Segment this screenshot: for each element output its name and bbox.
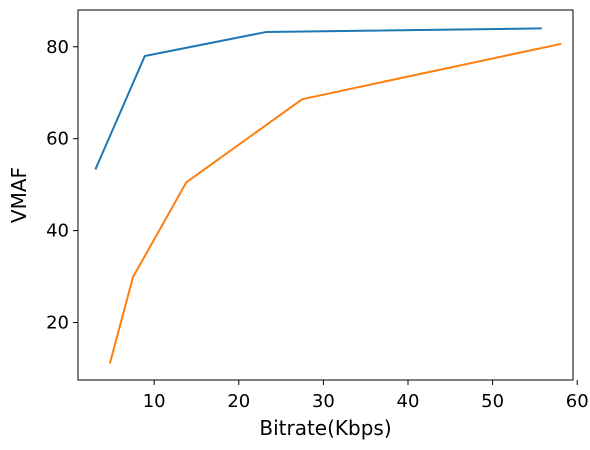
plot-frame [77, 9, 574, 381]
x-tick-label: 60 [566, 391, 589, 412]
y-axis-label: VMAF [7, 167, 31, 223]
series-line-1 [94, 27, 542, 170]
x-tick-label: 40 [397, 391, 420, 412]
series-layer [94, 27, 562, 364]
tick-layer: 10 20 30 40 50 60 20 40 60 80 [46, 37, 589, 412]
x-axis-label: Bitrate(Kbps) [259, 416, 391, 440]
x-tick-label: 20 [227, 391, 250, 412]
x-tick-label: 50 [481, 391, 504, 412]
x-tick-label: 10 [143, 391, 166, 412]
y-tick-label: 80 [46, 37, 69, 58]
x-tick-label: 30 [312, 391, 335, 412]
y-tick-label: 60 [46, 129, 69, 150]
y-tick-label: 40 [46, 221, 69, 242]
plot-area [78, 10, 573, 380]
series-line-2 [108, 42, 562, 364]
y-tick-label: 20 [46, 313, 69, 334]
